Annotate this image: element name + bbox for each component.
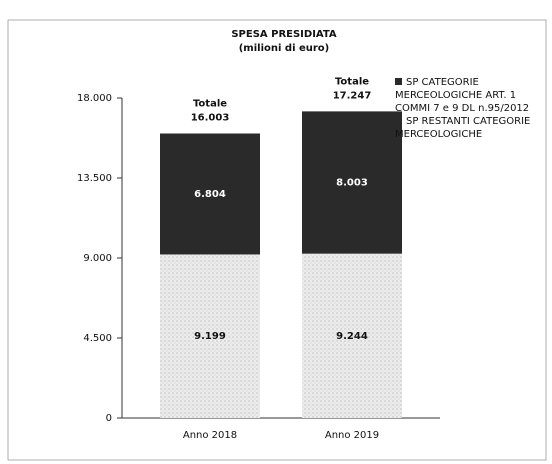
legend-swatch [395, 78, 402, 85]
y-tick-label: 13.500 [77, 173, 112, 184]
x-tick-label: Anno 2019 [325, 430, 379, 441]
data-label: 9.244 [336, 331, 368, 342]
legend-label: SP CATEGORIE MERCEOLOGICHE ART. 1 COMMI … [395, 77, 530, 114]
bar-texture [160, 254, 260, 418]
data-label: 8.003 [336, 178, 368, 189]
total-caption: Totale [335, 76, 369, 87]
x-tick-label: Anno 2018 [183, 430, 237, 441]
bar-segment [302, 111, 402, 254]
y-tick-label: 18.000 [77, 93, 112, 104]
total-label: 17.247 [333, 90, 372, 101]
bar-segment [160, 133, 260, 255]
chart-title: SPESA PRESIDIATA [231, 29, 337, 40]
total-caption: Totale [193, 99, 227, 110]
legend-entry: SP RESTANTI CATEGORIE MERCEOLOGICHE [395, 115, 545, 141]
data-label: 9.199 [194, 331, 226, 342]
legend: SP CATEGORIE MERCEOLOGICHE ART. 1 COMMI … [395, 76, 545, 141]
y-tick-label: 0 [106, 413, 112, 424]
bar-texture [302, 253, 402, 418]
y-tick-label: 4.500 [83, 333, 112, 344]
chart-border [7, 19, 547, 461]
data-label: 6.804 [194, 189, 226, 200]
total-label: 16.003 [191, 113, 230, 124]
y-tick-label: 9.000 [83, 253, 112, 264]
legend-label: SP RESTANTI CATEGORIE MERCEOLOGICHE [395, 116, 531, 140]
legend-entry: SP CATEGORIE MERCEOLOGICHE ART. 1 COMMI … [395, 76, 545, 115]
chart-subtitle: (milioni di euro) [239, 43, 330, 54]
